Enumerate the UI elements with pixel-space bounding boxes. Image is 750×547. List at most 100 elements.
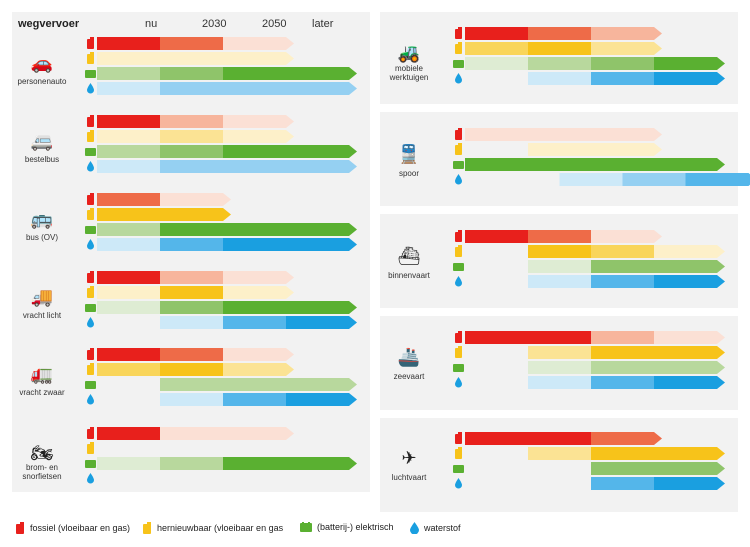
legend-label: (batterij-) elektrisch	[317, 522, 394, 532]
bar-segment-fossiel	[97, 37, 160, 50]
bar-segment-elektrisch	[591, 158, 654, 171]
light-truck-icon: 🚚	[31, 287, 53, 307]
airplane-icon: ✈	[401, 448, 416, 468]
elektrisch-icon	[453, 263, 464, 271]
bar-arrow-fossiel	[223, 193, 231, 206]
sector-label: mobiele werktuigen	[389, 64, 429, 82]
bar-segment-elektrisch	[654, 260, 717, 273]
waterstof-icon	[455, 478, 462, 489]
bar-segment-fossiel	[97, 193, 160, 206]
bar-segment-waterstof	[528, 376, 591, 389]
water-drop-icon	[410, 522, 419, 534]
train-icon: 🚆	[398, 143, 420, 164]
hernieuwbaar-icon	[87, 130, 94, 142]
bar-segment-hernieuwbaar	[223, 363, 286, 376]
bar-segment-waterstof	[591, 72, 654, 85]
bar-segment-elektrisch	[591, 462, 654, 475]
column-header-nu: nu	[145, 18, 158, 30]
sector-bestelbus: 🚐 bestelbus	[25, 115, 357, 173]
bar-segment-hernieuwbaar	[160, 208, 223, 221]
bar-segment-elektrisch	[223, 301, 286, 314]
column-header-later: later	[312, 18, 334, 30]
bar-segment-fossiel	[591, 432, 654, 445]
bar-segment-fossiel	[465, 27, 528, 40]
bus-icon: 🚌	[31, 209, 53, 229]
waterstof-icon	[455, 276, 462, 287]
bar-segment-elektrisch	[223, 223, 286, 236]
bar-segment-elektrisch	[286, 378, 349, 391]
hernieuwbaar-icon	[87, 363, 94, 375]
bar-segment-elektrisch	[160, 378, 223, 391]
bar-segment-waterstof	[97, 160, 160, 173]
bar-segment-elektrisch	[528, 57, 591, 70]
bar-segment-hernieuwbaar	[223, 130, 286, 143]
bar-segment-elektrisch	[160, 223, 223, 236]
bar-segment-waterstof	[160, 82, 223, 95]
waterstof-icon	[87, 239, 94, 250]
bar-arrow-waterstof	[349, 393, 357, 406]
bar-segment-hernieuwbaar	[97, 286, 160, 299]
sector-luchtvaart: ✈ luchtvaart	[392, 432, 725, 490]
bar-segment-elektrisch	[286, 457, 349, 470]
hernieuwbaar-icon	[87, 52, 94, 64]
bar-arrow-elektrisch	[349, 145, 357, 158]
hernieuwbaar-icon	[455, 245, 462, 257]
bar-segment-hernieuwbaar	[528, 143, 591, 156]
bar-segment-elektrisch	[654, 158, 717, 171]
bar-arrow-waterstof	[717, 477, 725, 490]
sector-label: spoor	[399, 169, 419, 178]
bar-segment-waterstof	[286, 238, 349, 251]
fossiel-icon	[87, 115, 94, 127]
bar-segment-hernieuwbaar	[97, 363, 160, 376]
bar-segment-waterstof	[286, 393, 349, 406]
bar-segment-elektrisch	[160, 457, 223, 470]
fossiel-icon	[455, 331, 462, 343]
bar-segment-elektrisch	[654, 57, 717, 70]
bar-segment-waterstof	[160, 316, 223, 329]
hernieuwbaar-icon	[87, 286, 94, 298]
column-header-2030: 2030	[202, 18, 227, 30]
bar-segment-elektrisch	[223, 145, 286, 158]
fossiel-icon	[87, 271, 94, 283]
bar-segment-fossiel	[223, 37, 286, 50]
bar-segment-hernieuwbaar	[654, 245, 717, 258]
elektrisch-icon	[85, 304, 96, 312]
hernieuwbaar-icon	[87, 442, 94, 454]
bar-segment-fossiel	[591, 27, 654, 40]
bar-segment-fossiel	[223, 115, 286, 128]
elektrisch-icon	[453, 161, 464, 169]
hernieuwbaar-icon	[455, 42, 462, 54]
bar-segment-hernieuwbaar	[591, 143, 654, 156]
bar-segment-elektrisch	[654, 361, 717, 374]
bar-segment-hernieuwbaar	[591, 346, 654, 359]
bar-arrow-hernieuwbaar	[286, 363, 294, 376]
bar-segment-waterstof	[97, 238, 160, 251]
bar-segment-hernieuwbaar	[591, 245, 654, 258]
bar-segment-fossiel	[160, 193, 223, 206]
bar-arrow-hernieuwbaar	[223, 208, 231, 221]
bar-arrow-elektrisch	[717, 260, 725, 273]
sector-label: bestelbus	[25, 155, 59, 164]
bar-arrow-hernieuwbaar	[717, 346, 725, 359]
waterstof-icon	[455, 73, 462, 84]
bar-segment-fossiel	[465, 230, 528, 243]
waterstof-icon	[87, 161, 94, 172]
bar-segment-waterstof	[654, 376, 717, 389]
elektrisch-icon	[85, 70, 96, 78]
sector-bus: 🚌 bus (OV)	[26, 193, 357, 251]
sector-label: luchtvaart	[392, 473, 427, 482]
bar-arrow-fossiel	[654, 230, 662, 243]
bar-segment-elektrisch	[286, 223, 349, 236]
fossiel-icon	[87, 37, 94, 49]
fossiel-icon	[87, 348, 94, 360]
bar-segment-waterstof	[286, 316, 349, 329]
bar-segment-waterstof	[223, 316, 286, 329]
bar-segment-fossiel	[528, 230, 591, 243]
bar-segment-fossiel	[591, 331, 654, 344]
legend-item-waterstof: waterstof	[410, 522, 461, 534]
excavator-icon: 🚜	[398, 43, 420, 63]
bar-arrow-hernieuwbaar	[286, 52, 294, 65]
elektrisch-icon	[85, 226, 96, 234]
bar-arrow-waterstof	[349, 316, 357, 329]
